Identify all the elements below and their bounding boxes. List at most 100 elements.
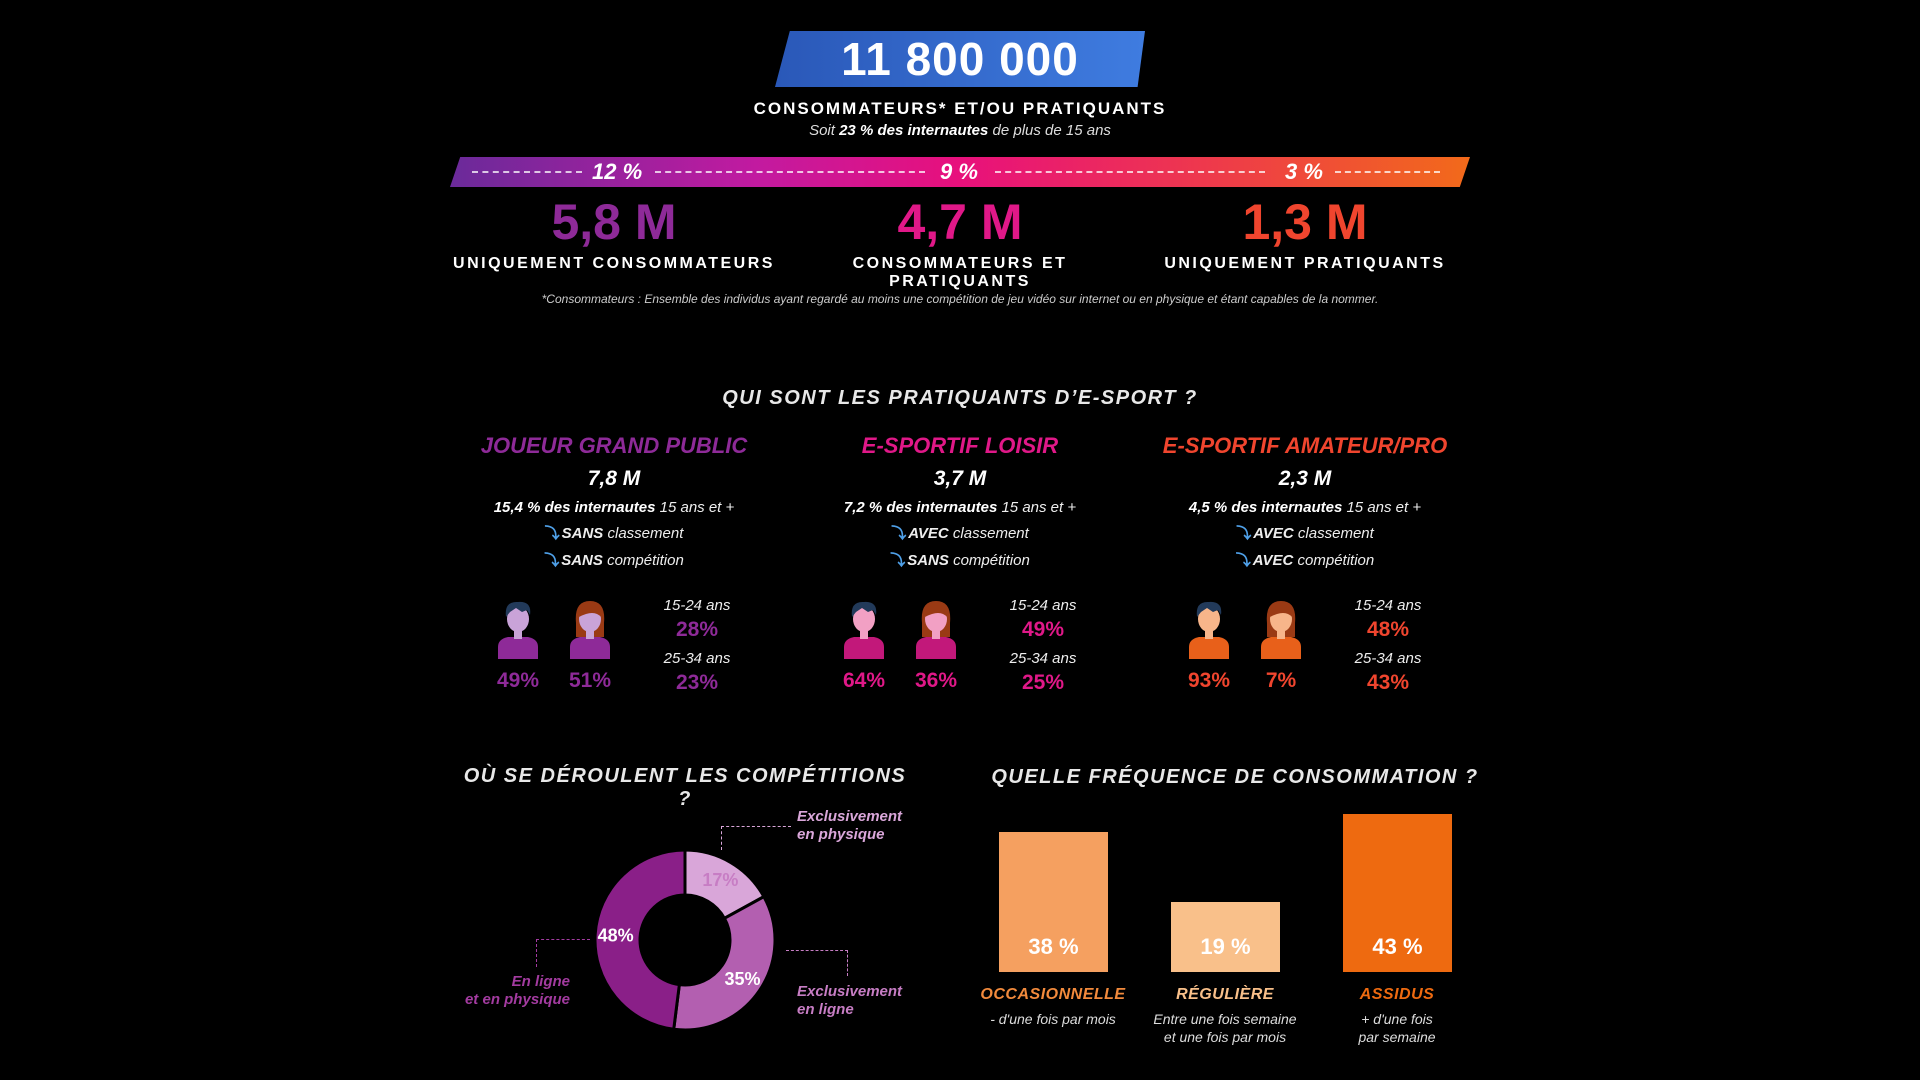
crit-rest: compétition: [602, 552, 684, 569]
segment-pct: 3 %: [1285, 159, 1323, 184]
share-rest: 15 ans et +: [1342, 499, 1422, 516]
male-pct: 93%: [1187, 669, 1231, 692]
profile-share: 15,4 % des internautes 15 ans et +: [434, 499, 794, 516]
bar-category-label: RÉGULIÈRE: [1176, 986, 1274, 1003]
bar-dash: [995, 171, 1265, 173]
crit-rest: classement: [603, 525, 684, 542]
share-rest: 15 ans et +: [655, 499, 735, 516]
profile-loisir: E-SPORTIF LOISIR 3,7 M 7,2 % des interna…: [780, 433, 1140, 570]
segment-value: 1,3 M: [1242, 194, 1368, 250]
callout-connector: [786, 950, 848, 976]
donut-slice: [593, 848, 687, 1031]
bar-dash: [1335, 171, 1440, 173]
female-avatar-icon: [916, 601, 956, 659]
profile-share: 7,2 % des internautes 15 ans et +: [780, 499, 1140, 516]
crit-bold: SANS: [561, 552, 603, 569]
arrow-down-icon: ⤵: [890, 552, 906, 569]
segment-pct: 12 %: [592, 159, 643, 184]
crit-rest: classement: [948, 525, 1029, 542]
callout-line1: Exclusivement: [797, 983, 903, 1000]
female-pct: 51%: [568, 669, 612, 692]
donut-slice: [672, 894, 777, 1032]
arrow-down-icon: ⤵: [1235, 552, 1251, 569]
profile-share: 4,5 % des internautes 15 ans et +: [1125, 499, 1485, 516]
age-label: 25-34 ans: [1009, 650, 1077, 667]
donut-slice-label: 35%: [724, 969, 760, 989]
criterion-ranking: ⤵ SANS classement: [434, 522, 794, 543]
segment-value: 5,8 M: [551, 194, 677, 250]
total-number: 11 800 000: [841, 33, 1079, 85]
share-bold: 4,5 % des internautes: [1188, 499, 1343, 516]
donut-title: OÙ SE DÉROULENT LES COMPÉTITIONS ?: [463, 765, 907, 810]
bar-description-line: par semaine: [1358, 1029, 1436, 1045]
arrow-down-icon: ⤵: [1236, 525, 1252, 542]
callout-line2: et en physique: [464, 991, 570, 1008]
crit-rest: compétition: [1293, 552, 1375, 569]
segment-pct: 9 %: [940, 159, 978, 184]
age-pct: 43%: [1366, 671, 1410, 694]
donut-chart: 17% 35% 48%: [593, 848, 777, 1032]
segment-label: UNIQUEMENT PRATIQUANTS: [1164, 255, 1446, 272]
callout-line2: en ligne: [797, 1001, 854, 1018]
callout-en-ligne: Exclusivement en ligne: [797, 983, 902, 1019]
age-label: 15-24 ans: [663, 597, 731, 614]
female-pct: 36%: [914, 669, 958, 692]
share-bold: 23 % des internautes: [839, 122, 989, 139]
bar-value-label: 19 %: [1200, 933, 1251, 959]
callout-physique: Exclusivement en physique: [797, 808, 902, 844]
criterion-ranking: ⤵ AVEC classement: [1125, 522, 1485, 543]
crit-bold: AVEC: [1253, 525, 1294, 542]
share-bold: 7,2 % des internautes: [843, 499, 998, 516]
female-pct: 7%: [1265, 669, 1297, 692]
criterion-competition: ⤵ SANS compétition: [780, 549, 1140, 570]
callout-line2: en physique: [797, 826, 885, 843]
segment-label: UNIQUEMENT CONSOMMATEURS: [453, 255, 775, 272]
donut-slice-label: 17%: [702, 870, 738, 890]
bar-dash: [655, 171, 925, 173]
callout-mixte: En ligne et en physique: [440, 973, 570, 1009]
crit-bold: SANS: [561, 525, 604, 542]
total-subtitle: CONSOMMATEURS* ET/OU PRATIQUANTS: [753, 99, 1167, 118]
age-pct: 48%: [1366, 618, 1410, 641]
share-bold: 15,4 % des internautes: [493, 499, 656, 516]
age-label: 25-34 ans: [663, 650, 731, 667]
criterion-ranking: ⤵ AVEC classement: [780, 522, 1140, 543]
profile-count: 3,7 M: [933, 467, 987, 490]
criterion-competition: ⤵ AVEC compétition: [1125, 549, 1485, 570]
callout-connector: [721, 826, 791, 850]
bar: 19 %: [1171, 902, 1280, 972]
crit-bold: AVEC: [1252, 552, 1294, 569]
profile-title: JOUEUR GRAND PUBLIC: [480, 433, 748, 458]
male-avatar-icon: [498, 601, 538, 659]
age-label: 15-24 ans: [1009, 597, 1077, 614]
bar: 38 %: [999, 832, 1108, 972]
share-rest: 15 ans et +: [997, 499, 1077, 516]
crit-bold: SANS: [907, 552, 949, 569]
total-banner: 11 800 000: [775, 31, 1145, 87]
bar-category-label: ASSIDUS: [1359, 986, 1435, 1003]
crit-bold: AVEC: [908, 525, 949, 542]
crit-rest: compétition: [948, 552, 1030, 569]
bar-description-line: + d'une fois: [1361, 1011, 1433, 1027]
share-prefix: Soit: [809, 122, 840, 139]
age-pct: 28%: [675, 618, 719, 641]
profile-count: 2,3 M: [1278, 467, 1332, 490]
segment-value: 4,7 M: [897, 194, 1023, 250]
male-avatar-icon: [844, 601, 884, 659]
female-avatar-icon: [1261, 601, 1301, 659]
arrow-down-icon: ⤵: [544, 525, 560, 542]
bar-dash: [472, 171, 582, 173]
age-label: 15-24 ans: [1354, 597, 1422, 614]
total-share-line: Soit 23 % des internautes de plus de 15 …: [640, 122, 1280, 139]
male-pct: 64%: [842, 669, 886, 692]
callout-connector: [536, 939, 590, 967]
age-label: 25-34 ans: [1354, 650, 1422, 667]
profile-amateur-pro: E-SPORTIF AMATEUR/PRO 2,3 M 4,5 % des in…: [1125, 433, 1485, 570]
donut-slice-label: 48%: [598, 926, 634, 946]
profile-title: E-SPORTIF LOISIR: [861, 433, 1059, 458]
bar-value-label: 43 %: [1372, 934, 1423, 959]
bar-description-line: Entre une fois semaine: [1153, 1011, 1297, 1027]
arrow-down-icon: ⤵: [544, 552, 560, 569]
criterion-competition: ⤵ SANS compétition: [434, 549, 794, 570]
age-pct: 49%: [1021, 618, 1065, 641]
